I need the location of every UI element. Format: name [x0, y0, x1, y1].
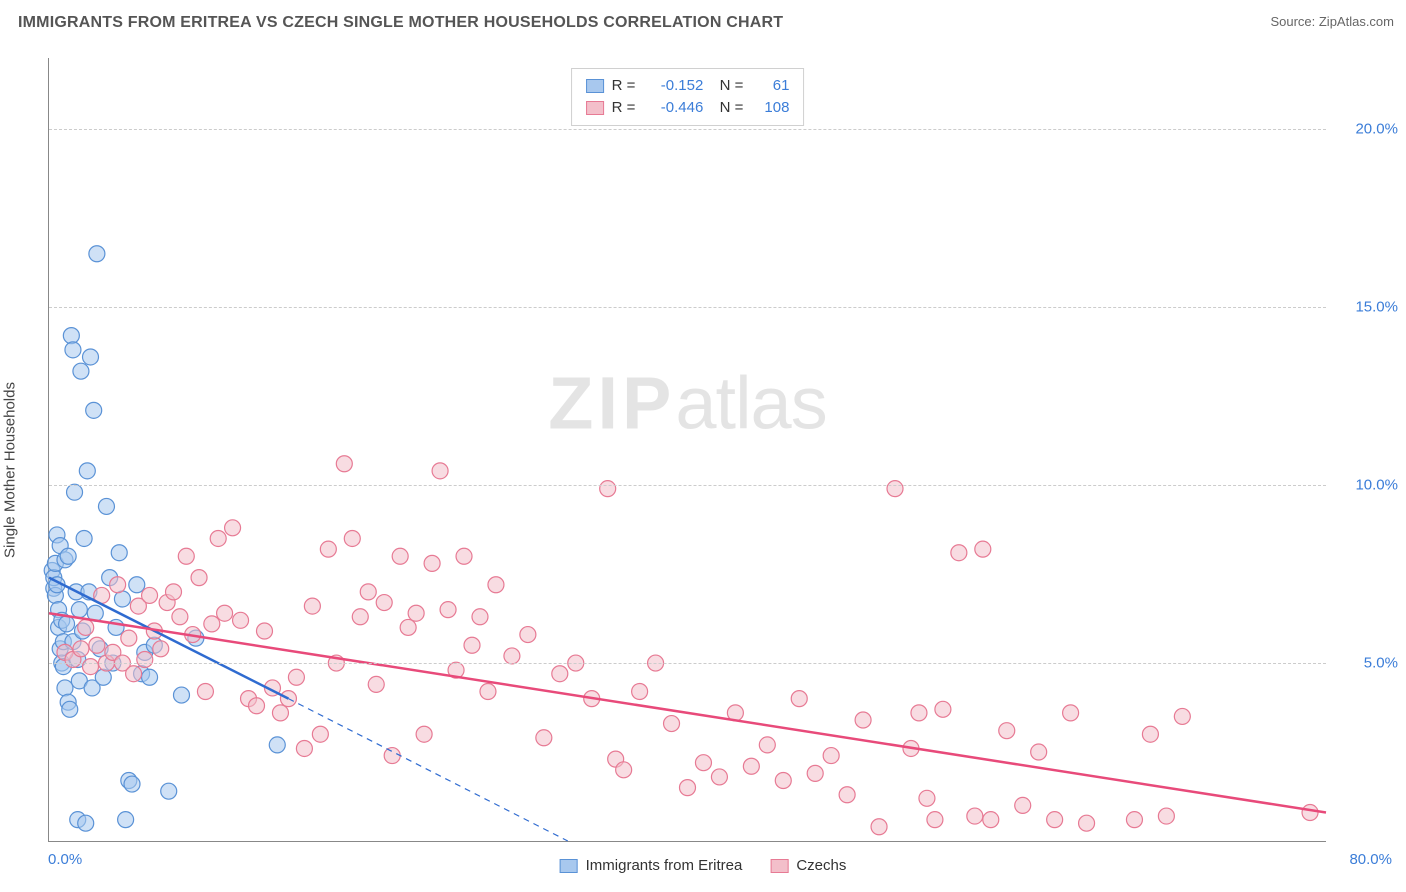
- legend-row-czechs: R = -0.446 N = 108: [586, 97, 790, 119]
- correlation-legend: R = -0.152 N = 61 R = -0.446 N = 108: [571, 68, 805, 126]
- y-tick: 5.0%: [1334, 655, 1398, 672]
- series-legend: Immigrants from Eritrea Czechs: [560, 857, 847, 874]
- x-tick-min: 0.0%: [48, 851, 82, 868]
- chart-header: IMMIGRANTS FROM ERITREA VS CZECH SINGLE …: [0, 0, 1406, 48]
- y-tick: 10.0%: [1334, 477, 1398, 494]
- chart-area: Single Mother Households ZIPatlas R = -0…: [0, 48, 1406, 892]
- legend-item-czechs: Czechs: [770, 857, 846, 874]
- legend-swatch-bottom-eritrea: [560, 859, 578, 873]
- legend-swatch-bottom-czechs: [770, 859, 788, 873]
- legend-swatch-czechs: [586, 101, 604, 115]
- x-tick-max: 80.0%: [1349, 851, 1392, 868]
- legend-item-eritrea: Immigrants from Eritrea: [560, 857, 743, 874]
- chart-title: IMMIGRANTS FROM ERITREA VS CZECH SINGLE …: [18, 14, 783, 32]
- legend-row-eritrea: R = -0.152 N = 61: [586, 75, 790, 97]
- y-tick: 20.0%: [1334, 121, 1398, 138]
- y-axis-label: Single Mother Households: [2, 382, 19, 558]
- plot-region: ZIPatlas R = -0.152 N = 61 R = -0.446 N …: [48, 58, 1326, 842]
- legend-swatch-eritrea: [586, 79, 604, 93]
- source-attribution: Source: ZipAtlas.com: [1270, 14, 1394, 29]
- y-tick: 15.0%: [1334, 299, 1398, 316]
- plot-svg: [49, 58, 1326, 841]
